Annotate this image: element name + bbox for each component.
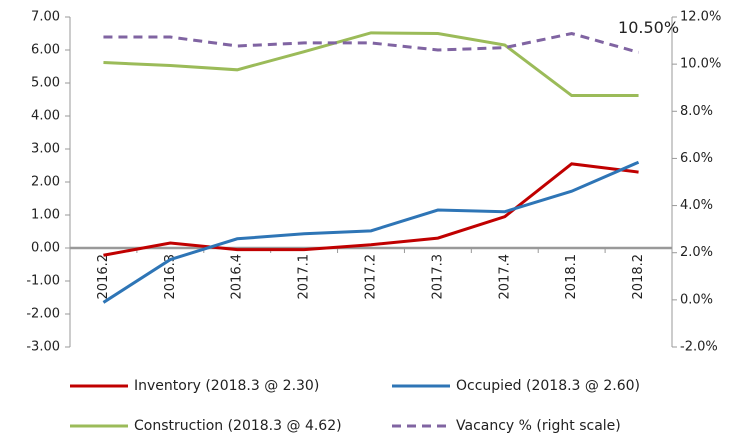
- x-tick-label: 2017.1: [297, 254, 312, 300]
- y2-tick-label: -2.0%: [680, 340, 718, 355]
- y2-tick-label: 4.0%: [680, 198, 713, 213]
- data-label: 10.50%: [618, 18, 679, 37]
- legend-label: Construction (2018.3 @ 4.62): [134, 418, 342, 434]
- y-tick-label: 0.00: [31, 241, 60, 256]
- y-tick-label: -1.00: [26, 274, 60, 289]
- legend-label: Inventory (2018.3 @ 2.30): [134, 378, 319, 394]
- x-tick-label: 2017.4: [497, 254, 512, 300]
- y-tick-label: 4.00: [31, 109, 60, 124]
- series-line: [102, 160, 640, 304]
- y2-tick-label: 2.0%: [680, 245, 713, 260]
- y-tick-label: 3.00: [31, 142, 60, 157]
- legend-label: Vacancy % (right scale): [456, 418, 621, 434]
- x-tick-label: 2018.2: [631, 254, 646, 300]
- y-tick-label: -2.00: [26, 307, 60, 322]
- series-line: [103, 162, 639, 257]
- x-tick-label: 2016.2: [96, 254, 111, 300]
- y2-tick-label: 8.0%: [680, 104, 713, 119]
- legend-label: Occupied (2018.3 @ 2.60): [456, 378, 640, 394]
- x-tick-label: 2016.3: [163, 254, 178, 300]
- x-tick-label: 2017.3: [430, 254, 445, 300]
- y-tick-label: 2.00: [31, 175, 60, 190]
- series-line: [103, 31, 639, 98]
- y2-tick-label: 12.0%: [680, 10, 721, 25]
- series-line: [103, 31, 639, 54]
- x-tick-label: 2018.1: [564, 254, 579, 300]
- y-tick-label: -3.00: [26, 340, 60, 355]
- y-tick-label: 5.00: [31, 76, 60, 91]
- x-tick-label: 2016.4: [230, 254, 245, 300]
- x-tick-label: 2017.2: [364, 254, 379, 300]
- y-tick-label: 6.00: [31, 43, 60, 58]
- y-tick-label: 1.00: [31, 208, 60, 223]
- y2-tick-label: 10.0%: [680, 57, 721, 72]
- y2-tick-label: 6.0%: [680, 151, 713, 166]
- y-tick-label: 7.00: [31, 10, 60, 25]
- y2-tick-label: 0.0%: [680, 292, 713, 307]
